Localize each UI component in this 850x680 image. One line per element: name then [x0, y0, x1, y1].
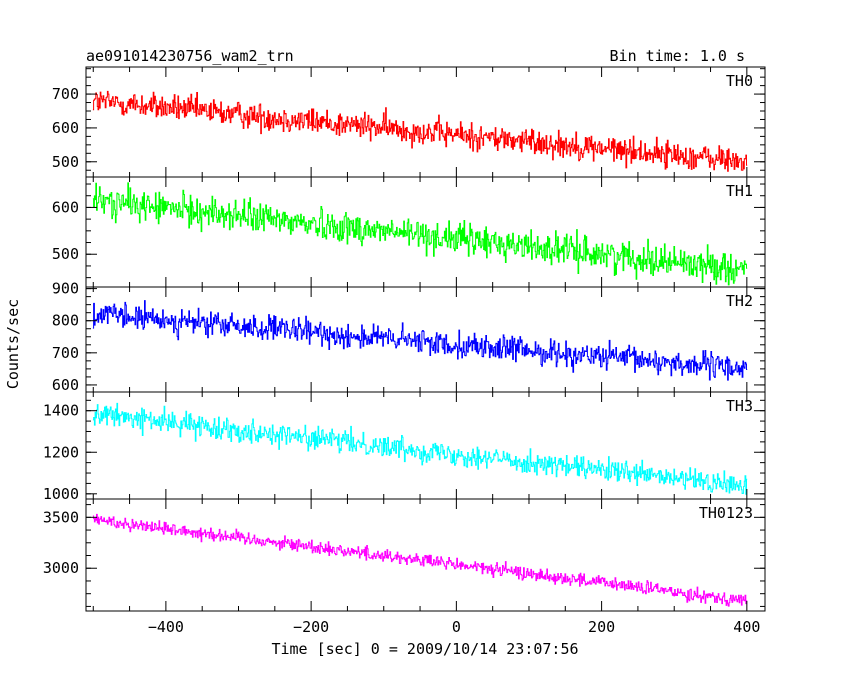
x-tick-label: 400 [733, 618, 760, 636]
y-tick-label: 500 [52, 245, 79, 263]
x-axis-label: Time [sec] 0 = 2009/10/14 23:07:56 [271, 640, 578, 658]
y-tick-label: 3500 [43, 508, 79, 526]
y-tick-label: 600 [52, 198, 79, 216]
panel-frame [85, 498, 766, 612]
series-label-th0123: TH0123 [699, 504, 753, 522]
y-axis-label: Counts/sec [4, 299, 22, 389]
x-tick-label: 0 [452, 618, 461, 636]
panel-frame [85, 66, 766, 178]
series-label-th2: TH2 [726, 292, 753, 310]
y-tick-label: 3000 [43, 559, 79, 577]
chart-title-left: ae091014230756_wam2_trn [86, 47, 294, 65]
series-label-th0: TH0 [726, 72, 753, 90]
series-line-th2 [92, 300, 748, 381]
x-tick-label: 200 [588, 618, 615, 636]
series-label-th1: TH1 [726, 182, 753, 200]
y-tick-label: 600 [52, 376, 79, 394]
series-line-th3 [92, 402, 748, 495]
y-tick-label: 900 [52, 280, 79, 298]
panel-frame [85, 391, 766, 500]
panels-group: 500 600 700 TH0 500 600 TH1 600 700 800 900 TH2 1000… [43, 66, 766, 636]
y-tick-label: 800 [52, 312, 79, 330]
y-tick-label: 1200 [43, 443, 79, 461]
y-tick-label: 700 [52, 85, 79, 103]
series-line-th0 [92, 90, 748, 172]
x-tick-label: −400 [148, 618, 184, 636]
series-line-th0123 [92, 513, 748, 607]
y-tick-label: 1400 [43, 402, 79, 420]
y-tick-label: 600 [52, 119, 79, 137]
y-tick-label: 1000 [43, 485, 79, 503]
x-tick-label: −200 [293, 618, 329, 636]
series-line-th1 [92, 182, 748, 286]
y-tick-label: 700 [52, 344, 79, 362]
chart-title-right: Bin time: 1.0 s [610, 47, 745, 65]
y-tick-label: 500 [52, 153, 79, 171]
series-label-th3: TH3 [726, 397, 753, 415]
